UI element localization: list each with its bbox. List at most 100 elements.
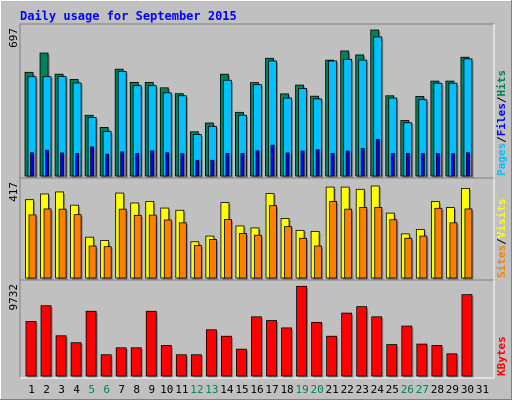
legend-entry: / [495, 136, 508, 143]
bar-kbytes [341, 312, 353, 377]
x-tick-label: 27 [416, 383, 429, 396]
bar-pages [405, 152, 410, 177]
bar-pages [270, 144, 275, 177]
bar-sites [28, 214, 37, 279]
x-axis-labels: 1 2 3 4 5 6 7 8 9 10 11 12 13 14 15 16 17 18 19 20 21 22 23 24 2… [28, 383, 489, 396]
bar-pages [330, 152, 335, 177]
legend-entry: / [495, 96, 508, 103]
panel-visits_sites: 417 Sites/Visits [7, 177, 508, 281]
bar-sites [344, 208, 353, 279]
panel-legend: Pages/Files/Hits [495, 70, 508, 176]
bar-sites [148, 214, 157, 279]
bar-sites [43, 208, 52, 279]
bar-kbytes [461, 294, 473, 377]
x-tick-label: 1 [28, 383, 35, 396]
x-tick-label: 5 [88, 383, 95, 396]
bar-pages [225, 152, 230, 177]
x-tick-label: 7 [118, 383, 125, 396]
bar-pages [210, 159, 215, 177]
x-tick-label: 13 [205, 383, 218, 396]
bar-pages [180, 153, 185, 177]
panel-max-label: 417 [7, 182, 20, 202]
x-tick-label: 2 [43, 383, 50, 396]
x-tick-label: 19 [295, 383, 308, 396]
bar-kbytes [416, 343, 428, 377]
panel-legend: Sites/Visits [495, 199, 508, 279]
bar-kbytes [356, 306, 368, 377]
x-tick-label: 10 [160, 383, 173, 396]
x-tick-label: 3 [58, 383, 65, 396]
bar-kbytes [70, 342, 82, 377]
bar-pages [435, 153, 440, 177]
bar-pages [120, 151, 125, 177]
legend-entry: KBytes [495, 336, 508, 376]
bar-kbytes [55, 335, 67, 377]
x-tick-label: 14 [220, 383, 234, 396]
bar-sites [299, 237, 307, 279]
bar-kbytes [175, 354, 187, 377]
legend-entry: Pages [495, 143, 508, 176]
x-tick-label: 29 [446, 383, 459, 396]
bar-sites [389, 219, 398, 279]
bar-kbytes [296, 285, 307, 377]
bar-sites [133, 214, 142, 279]
x-tick-label: 8 [133, 383, 140, 396]
x-tick-label: 21 [326, 383, 339, 396]
bar-pages [300, 150, 305, 177]
x-tick-label: 23 [356, 383, 369, 396]
bar-pages [390, 152, 395, 177]
x-tick-label: 12 [190, 383, 203, 396]
bar-sites [163, 219, 172, 279]
bar-sites [118, 208, 127, 279]
legend-entry: Visits [495, 199, 508, 239]
bar-sites [404, 237, 413, 279]
bar-sites [359, 207, 368, 279]
bar-pages [90, 146, 95, 177]
bar-sites [254, 234, 262, 279]
bar-kbytes [40, 305, 52, 377]
x-tick-label: 16 [250, 383, 263, 396]
x-tick-label: 25 [386, 383, 399, 396]
bar-sites [329, 201, 338, 279]
bar-sites [449, 222, 458, 279]
bar-sites [103, 246, 112, 279]
bar-pages [45, 149, 49, 177]
x-tick-label: 9 [148, 383, 155, 396]
bar-pages [60, 152, 64, 177]
x-tick-label: 18 [280, 383, 293, 396]
bar-sites [269, 205, 277, 279]
bar-kbytes [25, 321, 37, 377]
bar-pages [375, 138, 380, 177]
panel-kbytes: 9732 KBytes [7, 279, 508, 379]
bar-sites [464, 208, 473, 279]
x-tick-label: 22 [341, 383, 354, 396]
bar-kbytes [311, 321, 323, 377]
bar-pages [345, 150, 350, 177]
bar-kbytes [236, 348, 247, 377]
x-tick-label: 4 [73, 383, 80, 396]
legend-entry: Hits [495, 70, 508, 97]
x-tick-label: 17 [265, 383, 278, 396]
bar-pages [75, 152, 79, 177]
bar-kbytes [85, 310, 97, 377]
bar-sites [88, 245, 97, 279]
bar-pages [30, 152, 34, 177]
bar-sites [374, 207, 383, 279]
x-tick-label: 24 [371, 383, 385, 396]
bar-pages [135, 152, 140, 177]
bar-kbytes [446, 353, 458, 377]
x-tick-label: 26 [401, 383, 414, 396]
bar-sites [193, 245, 202, 279]
bar-kbytes [431, 345, 443, 377]
bar-kbytes [326, 335, 338, 377]
bar-kbytes [115, 347, 127, 377]
bar-sites [178, 222, 187, 279]
bar-sites [434, 207, 443, 279]
bar-sites [284, 226, 292, 279]
x-tick-label: 31 [476, 383, 489, 396]
panel-max-label: 9732 [7, 284, 20, 311]
bar-kbytes [100, 354, 112, 377]
bar-kbytes [160, 345, 172, 377]
x-tick-label: 28 [431, 383, 444, 396]
